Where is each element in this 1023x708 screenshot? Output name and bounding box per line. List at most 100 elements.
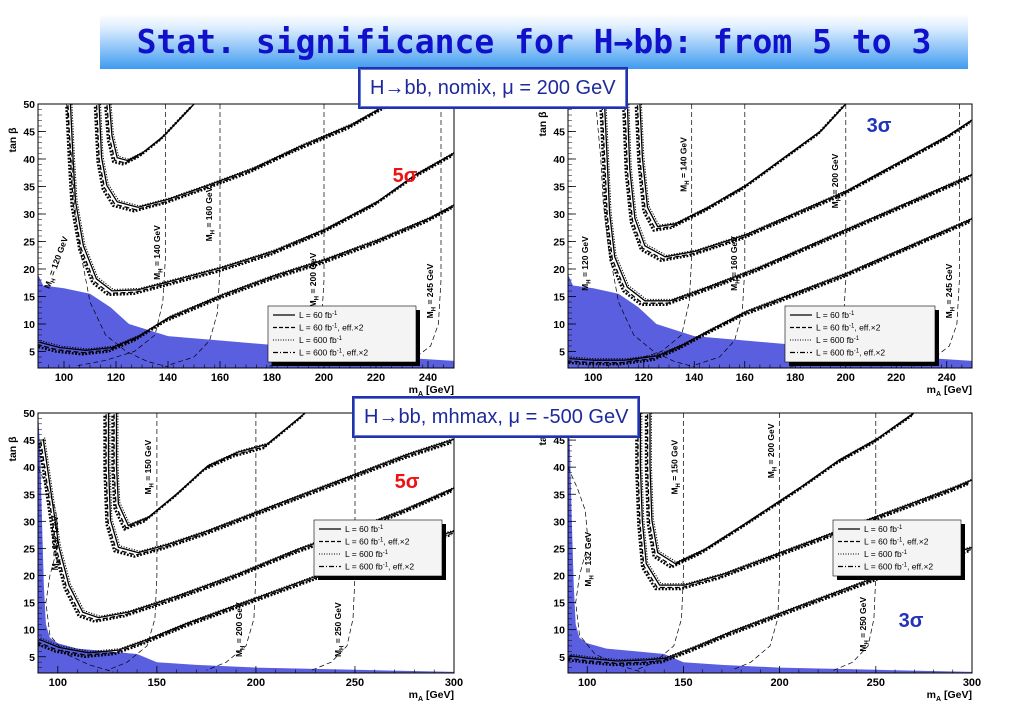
- significance-curve: [568, 220, 972, 364]
- y-tick-label: 5: [559, 652, 565, 664]
- y-tick-label: 35: [23, 182, 35, 194]
- significance-curve: [40, 204, 454, 350]
- x-tick-label: 300: [445, 677, 463, 689]
- mh-contour: [38, 467, 114, 673]
- x-tick-label: 160: [211, 372, 229, 384]
- legend-label: L = 60 fb-1: [816, 310, 855, 320]
- significance-curve: [117, 413, 306, 525]
- significance-curve: [641, 413, 972, 585]
- mh-contour-label: MH = 250 GeV: [333, 602, 346, 657]
- significance-curve: [568, 550, 970, 667]
- significance-curve: [67, 105, 454, 294]
- y-tick-label: 45: [553, 435, 565, 447]
- significance-curve: [650, 413, 915, 563]
- significance-curve: [109, 413, 454, 552]
- excluded-region: [38, 274, 454, 368]
- significance-curve: [38, 442, 452, 623]
- significance-curve: [107, 413, 454, 554]
- x-tick-label: 140: [159, 372, 177, 384]
- y-tick-label: 5: [29, 347, 35, 359]
- significance-label: 3σ: [899, 610, 924, 632]
- y-axis-label: tan β: [537, 111, 549, 137]
- plot-top-left: 100 120 140 160 180 200 220 240 5 10 15 20 25 30 35 40 4…: [7, 99, 455, 398]
- legend-label: L = 60 fb-1: [345, 524, 384, 534]
- significance-curve: [603, 104, 972, 302]
- significance-curve: [644, 414, 913, 569]
- excluded-region: [568, 274, 972, 368]
- x-tick-label: 220: [367, 372, 385, 384]
- y-tick-label: 15: [23, 598, 35, 610]
- legend-label: L = 60 fb-1: [299, 310, 338, 320]
- scenario-label-top: H→bb, nomix, μ = 200 GeV: [358, 67, 628, 109]
- significance-curve: [69, 104, 454, 292]
- legend-label: L = 60 fb-1, eff.×2: [816, 323, 881, 333]
- significance-curve: [106, 104, 194, 164]
- x-tick-label: 100: [55, 372, 73, 384]
- mh-contour-label: MH = 132 GeV: [583, 532, 596, 587]
- mh-contour-label: MH = 160 GeV: [204, 186, 217, 241]
- y-tick-label: 30: [23, 209, 35, 221]
- y-tick-label: 20: [553, 264, 565, 276]
- mh-contour: [694, 104, 746, 366]
- significance-curve: [626, 104, 972, 258]
- mh-contour: [311, 413, 356, 671]
- mh-contour-label: MH = 160 GeV: [729, 236, 742, 291]
- x-tick-label: 150: [148, 677, 166, 689]
- significance-curve: [649, 413, 915, 565]
- mh-contour-label: MH = 250 GeV: [858, 597, 871, 652]
- y-tick-label: 20: [23, 264, 35, 276]
- significance-curve: [636, 104, 846, 230]
- significance-curve: [95, 104, 389, 211]
- significance-curve: [104, 105, 193, 166]
- y-tick-label: 15: [23, 292, 35, 304]
- significance-curve: [105, 414, 454, 556]
- significance-curve: [639, 104, 847, 228]
- significance-curve: [40, 529, 454, 652]
- y-tick-label: 40: [553, 154, 565, 166]
- x-tick-label: 220: [887, 372, 905, 384]
- significance-curve: [38, 207, 452, 356]
- significance-curve: [635, 415, 970, 591]
- y-tick-label: 10: [23, 319, 35, 331]
- legend-label: L = 600 fb-1, eff.×2: [864, 562, 933, 572]
- significance-curve: [568, 548, 971, 665]
- mh-contour-label: MH = 140 GeV: [679, 137, 692, 192]
- x-tick-label: 140: [685, 372, 703, 384]
- y-tick-label: 5: [29, 652, 35, 664]
- significance-curve: [628, 104, 972, 256]
- mh-contour: [568, 467, 642, 673]
- plot-bottom-right: 100 150 200 250 300 5 10 15 20 25 30 35 40 45 mA [GeV]…: [537, 412, 981, 703]
- x-tick-label: 180: [786, 372, 804, 384]
- significance-curve: [103, 415, 452, 558]
- mh-contour: [833, 413, 877, 671]
- legend-label: L = 60 fb-1, eff.×2: [299, 323, 364, 333]
- significance-curve: [570, 217, 972, 360]
- significance-label: 3σ: [867, 115, 892, 137]
- x-tick-label: 120: [635, 372, 653, 384]
- plot-area: [568, 104, 972, 368]
- x-axis-label: mA [GeV]: [927, 689, 972, 703]
- significance-curve: [605, 104, 972, 300]
- significance-curve: [634, 105, 844, 232]
- x-tick-label: 250: [867, 677, 885, 689]
- y-tick-label: 40: [23, 462, 35, 474]
- legend-label: L = 600 fb-1, eff.×2: [299, 348, 368, 358]
- significance-curve: [65, 106, 452, 297]
- y-tick-label: 30: [23, 516, 35, 528]
- legend-label: L = 600 fb-1, eff.×2: [345, 562, 414, 572]
- significance-label: 5σ: [393, 165, 418, 187]
- y-tick-label: 5: [559, 347, 565, 359]
- x-tick-label: 150: [674, 677, 692, 689]
- significance-curve: [38, 532, 453, 656]
- x-tick-label: 240: [419, 372, 437, 384]
- y-tick-label: 10: [553, 319, 565, 331]
- y-tick-label: 45: [553, 127, 565, 139]
- x-tick-label: 100: [49, 677, 67, 689]
- plot-bottom-left: 100 150 200 250 300 5 10 15 20 25 30 35 40 45 50 mA [Ge…: [7, 408, 463, 703]
- legend-label: L = 60 fb-1: [864, 524, 903, 534]
- significance-curve: [111, 414, 304, 531]
- mh-contour: [911, 104, 960, 368]
- mh-contour-label: MH = 200 GeV: [766, 423, 779, 478]
- y-tick-label: 35: [553, 489, 565, 501]
- mh-contour-label: MH = 200 GeV: [234, 602, 247, 657]
